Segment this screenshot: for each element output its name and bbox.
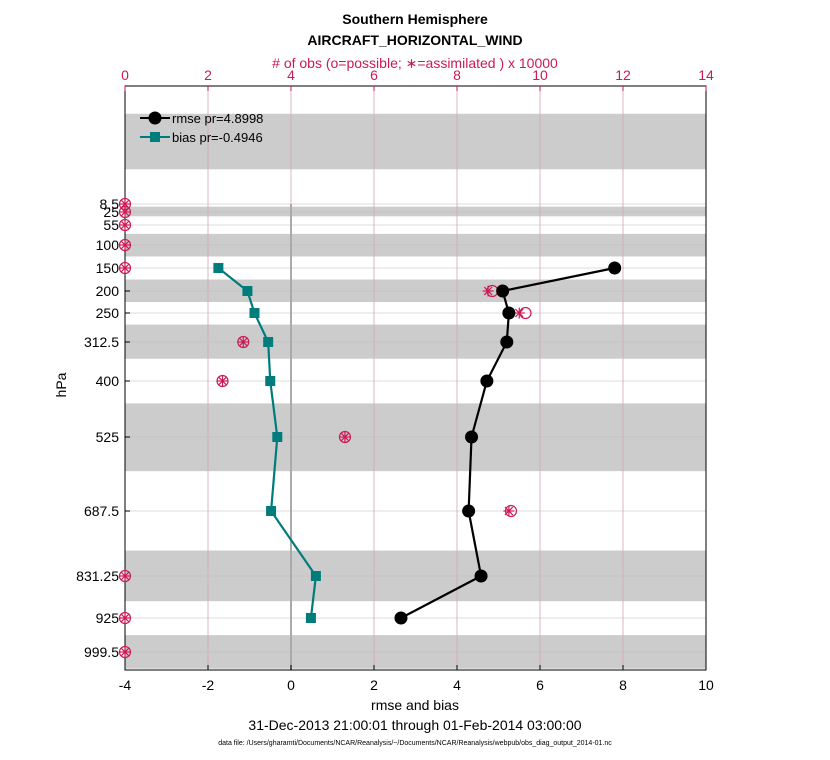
obs-star-stroke — [120, 263, 130, 273]
legend-bias-marker — [150, 132, 160, 142]
y-tick-label: 312.5 — [84, 334, 119, 350]
bias-point — [249, 308, 260, 318]
rmse-point — [502, 306, 516, 320]
obs-assimilated-marker — [482, 285, 494, 297]
y-tick-label: 999.5 — [84, 644, 119, 660]
obs-assimilated-marker — [217, 375, 229, 387]
obs-assimilated-marker — [237, 336, 249, 348]
y-tick-label: 8.5 — [100, 196, 120, 212]
y-tick-label: 150 — [96, 260, 120, 276]
bias-point — [266, 506, 277, 516]
obs-assimilated-marker — [119, 570, 131, 582]
top-tick-label: 0 — [121, 67, 129, 83]
obs-assimilated-marker — [119, 262, 131, 274]
x-tick-label: 2 — [370, 677, 378, 693]
y-axis-label: hPa — [53, 372, 69, 397]
x-axis-label: rmse and bias — [371, 697, 459, 713]
x-tick-label: 0 — [287, 677, 295, 693]
bias-point — [310, 571, 321, 581]
rmse-point — [496, 284, 510, 298]
obs-star-stroke — [120, 220, 130, 230]
y-tick-label: 687.5 — [84, 503, 119, 519]
bias-point — [265, 376, 276, 386]
chart-title: Southern Hemisphere — [342, 11, 488, 27]
obs-assimilated-marker — [503, 505, 515, 517]
obs-assimilated-marker — [119, 239, 131, 251]
y-tick-label: 200 — [96, 283, 120, 299]
obs-assimilated-marker — [119, 612, 131, 624]
obs-star-stroke — [238, 337, 248, 347]
x-tick-label: 10 — [698, 677, 714, 693]
y-tick-label: 55 — [103, 217, 119, 233]
chart-subtitle: AIRCRAFT_HORIZONTAL_WIND — [307, 32, 522, 48]
bias-point — [272, 432, 283, 442]
legend-rmse-marker — [148, 111, 162, 125]
rmse-point — [394, 611, 408, 625]
y-tick-label: 250 — [96, 305, 120, 321]
rmse-point — [462, 504, 476, 518]
top-tick-label: 2 — [204, 67, 212, 83]
obs-assimilated-marker — [119, 206, 131, 218]
obs-star-stroke — [120, 647, 130, 657]
rmse-point — [480, 374, 494, 388]
obs-star-stroke — [514, 308, 524, 318]
obs-assimilated-marker — [119, 219, 131, 231]
legend-rmse-label: rmse pr=4.8998 — [172, 111, 263, 126]
top-tick-label: 14 — [698, 67, 714, 83]
bias-point — [213, 263, 224, 273]
rmse-point — [474, 569, 488, 583]
rmse-point — [465, 430, 479, 444]
obs-star-stroke — [340, 432, 350, 442]
legend: rmse pr=4.8998 bias pr=-0.4946 — [140, 111, 263, 145]
obs-assimilated-marker — [119, 646, 131, 658]
rmse-point — [500, 335, 514, 349]
shaded-band — [125, 206, 706, 217]
top-tick-label: 4 — [287, 67, 295, 83]
obs-star-stroke — [504, 506, 514, 516]
y-tick-label: 25 — [103, 204, 119, 220]
obs-star-stroke — [120, 240, 130, 250]
shaded-band — [125, 113, 706, 170]
top-tick-label: 10 — [532, 67, 548, 83]
top-tick-label: 8 — [453, 67, 461, 83]
series — [213, 261, 622, 625]
obs-star-stroke — [120, 199, 130, 209]
obs-star-stroke — [120, 207, 130, 217]
rmse-point — [608, 261, 622, 275]
obs-assimilated-marker — [513, 307, 525, 319]
top-tick-label: 6 — [370, 67, 378, 83]
obs-markers — [118, 197, 532, 659]
bottom-axis: -4 -2 0 2 4 6 8 10 — [119, 665, 714, 693]
x-tick-label: -4 — [119, 677, 132, 693]
x-tick-label: 6 — [536, 677, 544, 693]
obs-star-stroke — [120, 613, 130, 623]
x-tick-label: 4 — [453, 677, 461, 693]
obs-star-stroke — [120, 571, 130, 581]
bias-point — [242, 286, 253, 296]
bias-point — [263, 337, 274, 347]
y-tick-label: 831.25 — [76, 568, 119, 584]
shaded-bands — [125, 113, 706, 669]
top-axis-label: # of obs (o=possible; ∗=assimilated ) x … — [272, 55, 558, 71]
date-range: 31-Dec-2013 21:00:01 through 01-Feb-2014… — [248, 717, 581, 733]
footnote: data file: /Users/gharamti/Documents/NCA… — [218, 740, 612, 747]
y-tick-label: 400 — [96, 373, 120, 389]
y-tick-label: 100 — [96, 237, 120, 253]
plot-frame — [124, 85, 707, 671]
obs-star-stroke — [483, 286, 493, 296]
obs-star-stroke — [218, 376, 227, 386]
obs-assimilated-marker — [339, 431, 351, 443]
x-tick-label: 8 — [619, 677, 627, 693]
y-tick-label: 925 — [96, 610, 120, 626]
shaded-band — [125, 324, 706, 359]
legend-bias-label: bias pr=-0.4946 — [172, 130, 263, 145]
bias-point — [305, 613, 316, 623]
top-axis: 0 2 4 6 8 10 12 14 — [121, 67, 714, 91]
y-tick-label: 525 — [96, 429, 120, 445]
top-tick-label: 12 — [615, 67, 631, 83]
x-tick-label: -2 — [202, 677, 215, 693]
